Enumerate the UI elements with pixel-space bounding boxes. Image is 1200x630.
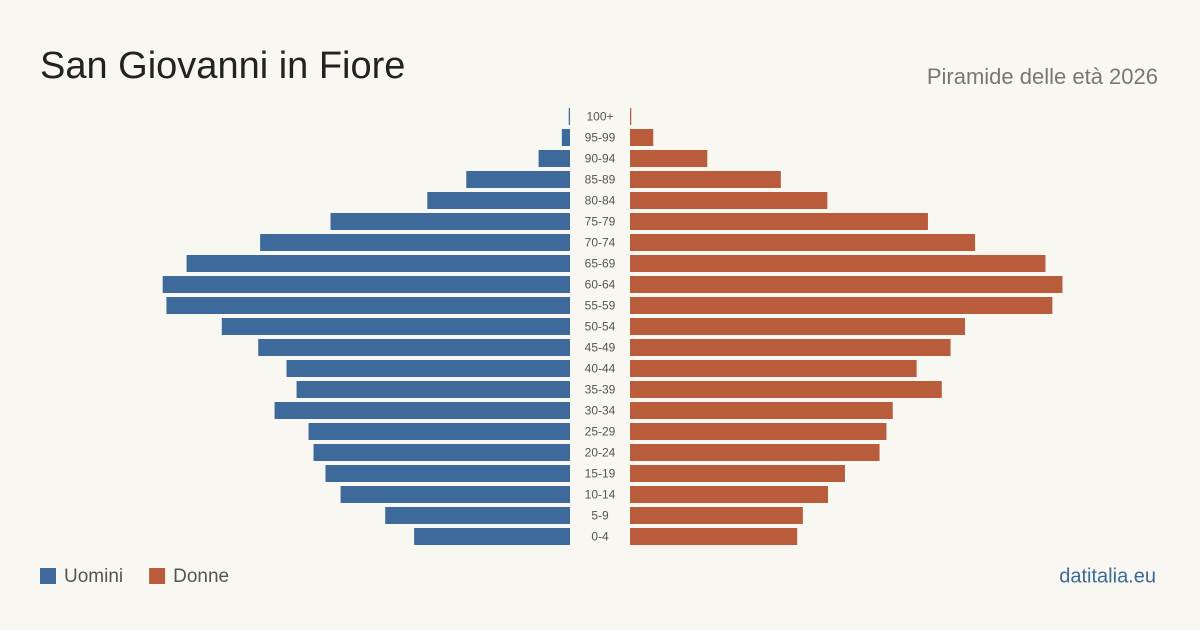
bar <box>630 192 828 209</box>
bar <box>325 465 570 482</box>
bar <box>630 486 828 503</box>
bar <box>427 192 570 209</box>
age-label: 45-49 <box>585 341 616 355</box>
age-label: 80-84 <box>585 194 616 208</box>
age-label: 55-59 <box>585 299 616 313</box>
age-label: 65-69 <box>585 257 616 271</box>
age-label: 10-14 <box>585 488 616 502</box>
bar <box>340 486 570 503</box>
bar <box>630 171 781 188</box>
age-label: 70-74 <box>585 236 616 250</box>
bar <box>630 528 798 545</box>
bar <box>466 171 570 188</box>
bar <box>260 234 570 251</box>
bar <box>385 507 570 524</box>
legend-label: Donne <box>173 566 229 587</box>
age-label: 25-29 <box>585 425 616 439</box>
bar <box>313 444 570 461</box>
bar <box>296 381 570 398</box>
age-label: 60-64 <box>585 278 616 292</box>
bar <box>630 444 880 461</box>
bar <box>166 297 570 314</box>
bar <box>630 297 1053 314</box>
bar <box>162 276 570 293</box>
bar <box>330 213 570 230</box>
bar <box>630 150 708 167</box>
bar <box>186 255 571 272</box>
bar <box>630 402 893 419</box>
legend-label: Uomini <box>64 566 123 587</box>
age-label: 5-9 <box>591 509 609 523</box>
brand: datitalia.eu <box>1059 565 1156 587</box>
age-label: 95-99 <box>585 131 616 145</box>
age-label: 15-19 <box>585 467 616 481</box>
age-label: 75-79 <box>585 215 616 229</box>
age-label: 100+ <box>586 110 613 124</box>
bar <box>630 339 951 356</box>
legend-swatch <box>40 568 56 584</box>
bar <box>414 528 570 545</box>
bar <box>561 129 570 146</box>
bar <box>630 234 976 251</box>
age-label: 90-94 <box>585 152 616 166</box>
bar <box>630 276 1063 293</box>
chart-title: San Giovanni in Fiore <box>40 45 405 87</box>
bar <box>630 507 803 524</box>
bar <box>630 465 845 482</box>
bar <box>286 360 570 377</box>
age-label: 40-44 <box>585 362 616 376</box>
bar <box>630 108 632 125</box>
bar <box>630 255 1046 272</box>
age-label: 30-34 <box>585 404 616 418</box>
age-label: 20-24 <box>585 446 616 460</box>
bar <box>630 318 966 335</box>
bar <box>630 213 928 230</box>
age-label: 0-4 <box>591 530 609 544</box>
bar <box>630 381 942 398</box>
age-label: 85-89 <box>585 173 616 187</box>
bar <box>258 339 570 356</box>
bar <box>630 360 917 377</box>
chart-subtitle: Piramide delle età 2026 <box>927 64 1158 89</box>
age-label: 50-54 <box>585 320 616 334</box>
bar <box>221 318 570 335</box>
bar <box>538 150 570 167</box>
bar <box>630 423 887 440</box>
bar <box>274 402 570 419</box>
bar <box>308 423 570 440</box>
bar <box>630 129 654 146</box>
bar <box>568 108 570 125</box>
legend-swatch <box>149 568 166 584</box>
age-label: 35-39 <box>585 383 616 397</box>
